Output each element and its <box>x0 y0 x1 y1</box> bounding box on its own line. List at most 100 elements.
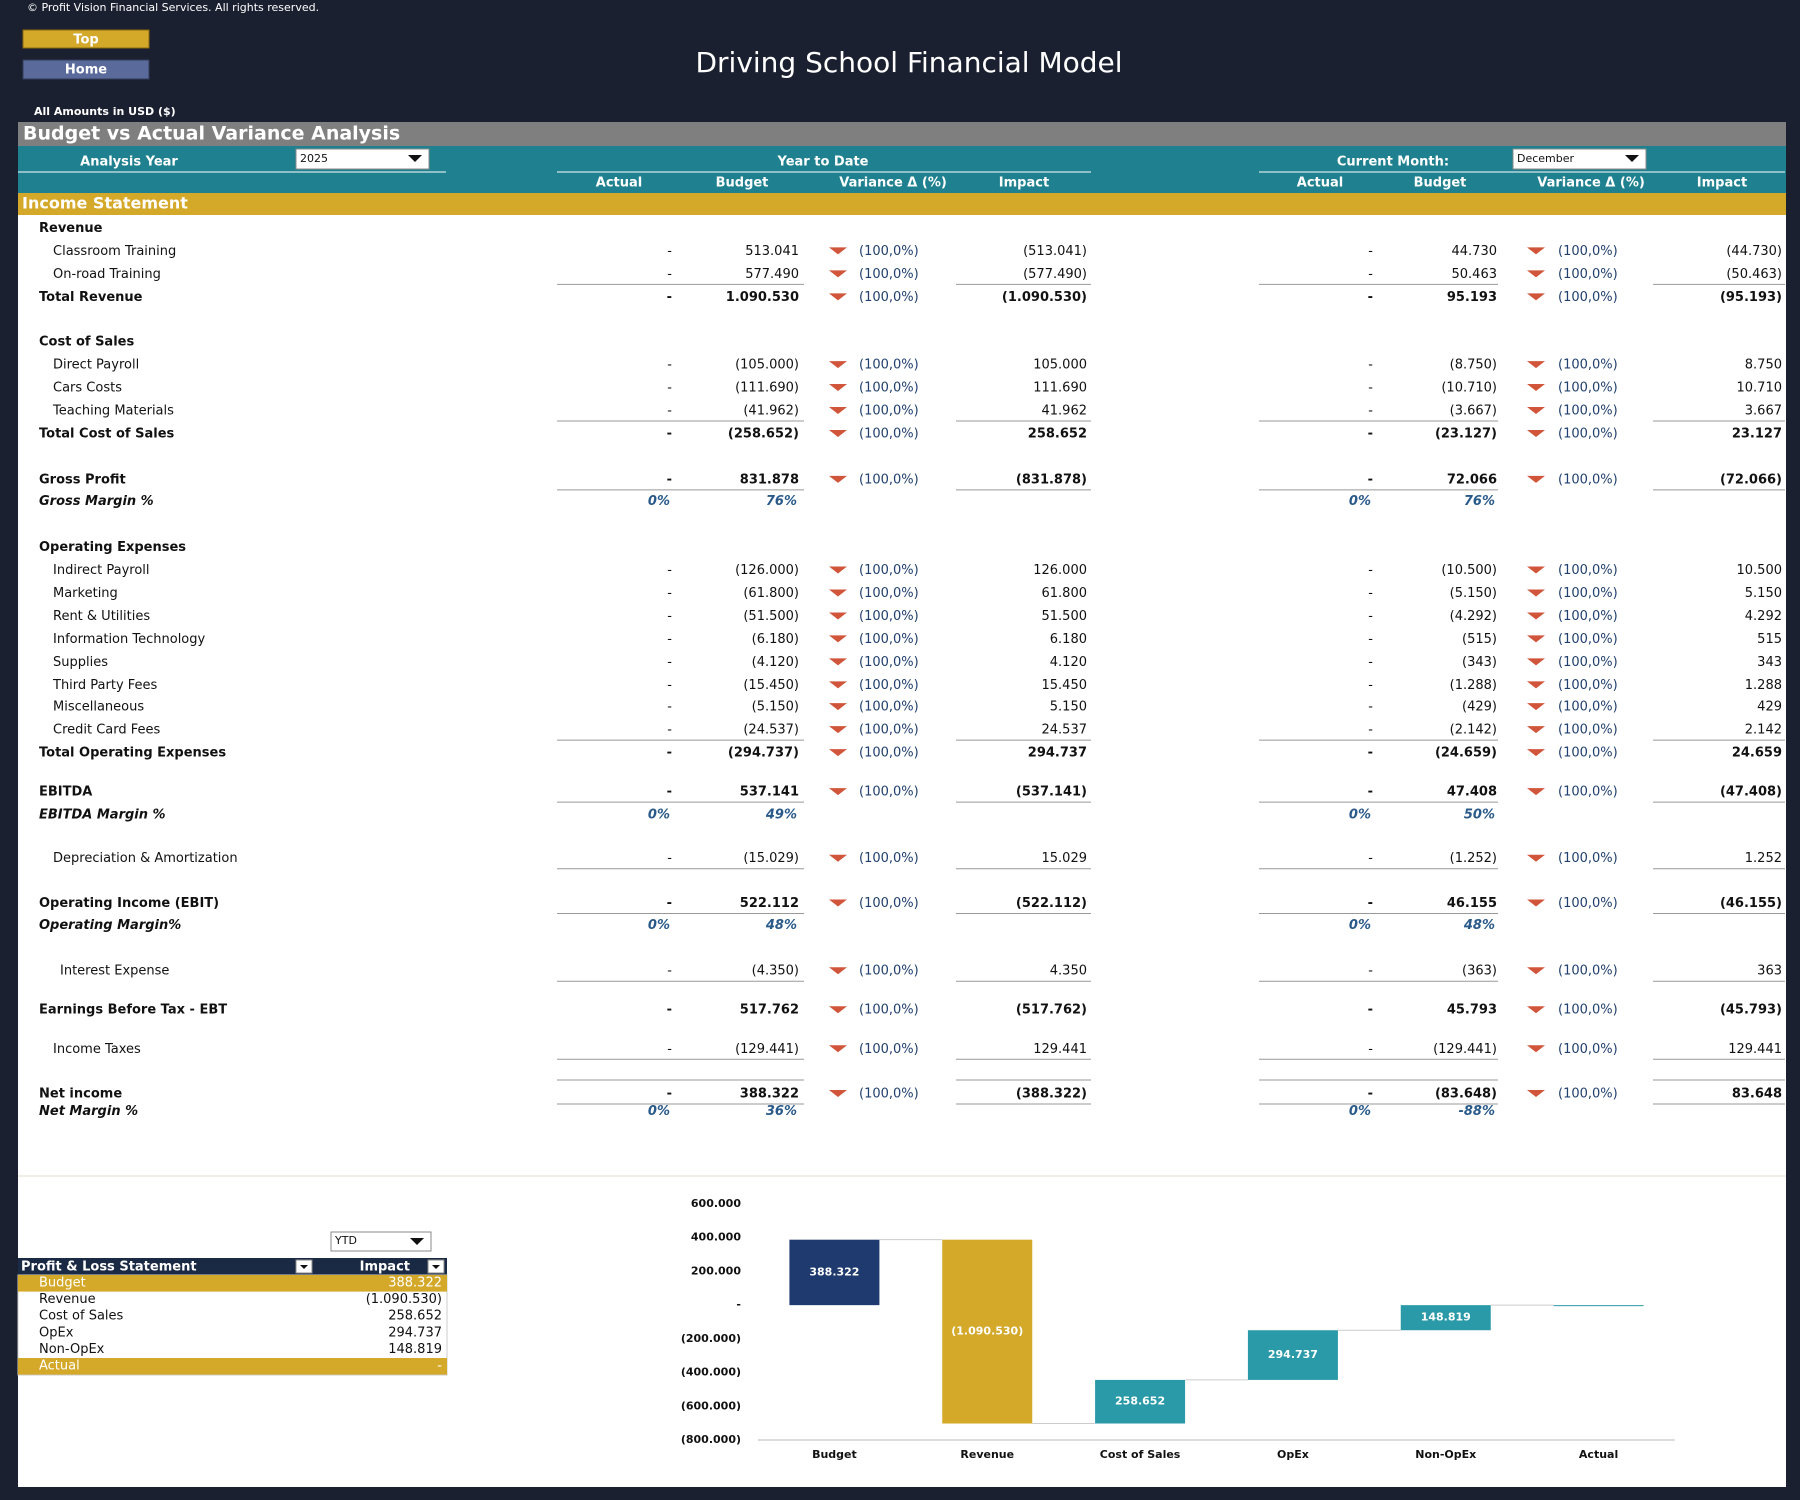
column-header: Budget <box>1414 176 1467 191</box>
period-value[interactable]: YTD <box>334 1234 357 1247</box>
row-label: Interest Expense <box>60 964 169 979</box>
cell-value: 111.690 <box>1033 381 1087 396</box>
cell-value: - <box>667 1003 672 1018</box>
cell-value: 5.150 <box>1050 700 1087 715</box>
cell-value: (83.648) <box>1435 1087 1497 1102</box>
variance-arrow <box>1527 429 1545 437</box>
column-header: Actual <box>1297 176 1343 191</box>
cell-value: (46.155) <box>1720 896 1782 911</box>
cell-value: (2.142) <box>1450 723 1497 738</box>
variance-arrow <box>829 589 847 597</box>
y-tick-label: 600.000 <box>691 1197 741 1210</box>
dropdown-arrow[interactable] <box>408 155 422 162</box>
cell-value: - <box>667 678 672 693</box>
variance-value: (100,0%) <box>1558 244 1618 259</box>
cell-value: 24.537 <box>1042 723 1088 738</box>
variance-arrow <box>829 293 847 301</box>
row-label: Third Party Fees <box>52 678 158 693</box>
value-label: 148.819 <box>1421 1311 1471 1324</box>
variance-arrow <box>829 658 847 666</box>
year-value[interactable]: 2025 <box>300 152 328 165</box>
variance-arrow <box>829 635 847 643</box>
cell-value: (5.150) <box>1450 586 1497 601</box>
cell-value: - <box>667 896 672 911</box>
dropdown-arrow[interactable] <box>410 1238 424 1245</box>
row-label: Revenue <box>39 221 103 236</box>
x-tick-label: Actual <box>1579 1448 1618 1461</box>
top-button[interactable] <box>22 29 150 49</box>
variance-value: (100,0%) <box>859 678 919 693</box>
variance-value: (100,0%) <box>1558 700 1618 715</box>
cell-value: (831.878) <box>1016 472 1087 487</box>
cell-value: - <box>667 586 672 601</box>
cell-value: - <box>667 358 672 373</box>
cell-value: (44.730) <box>1726 244 1782 259</box>
margin-value: 0% <box>1349 808 1371 823</box>
cell-value: - <box>667 381 672 396</box>
margin-value: 0% <box>648 808 670 823</box>
cell-value: - <box>1368 723 1373 738</box>
variance-value: (100,0%) <box>1558 746 1618 761</box>
cell-value: (61.800) <box>743 586 799 601</box>
row-label: Information Technology <box>53 632 206 647</box>
pl-label: Non-OpEx <box>39 1342 105 1357</box>
variance-value: (100,0%) <box>1558 1003 1618 1018</box>
value-label: (1.090.530) <box>951 1325 1023 1338</box>
cell-value: - <box>1368 678 1373 693</box>
row-label: Gross Profit <box>39 472 126 487</box>
variance-arrow <box>829 1090 847 1098</box>
cell-value: - <box>1368 1003 1373 1018</box>
cell-value: (1.288) <box>1450 678 1497 693</box>
cell-value: 51.500 <box>1042 609 1088 624</box>
cell-value: (294.737) <box>728 746 799 761</box>
cell-value: (23.127) <box>1435 426 1497 441</box>
variance-value: (100,0%) <box>1558 678 1618 693</box>
y-tick-label: (400.000) <box>681 1366 741 1379</box>
variance-value: (100,0%) <box>859 609 919 624</box>
pl-header-label: Impact <box>360 1260 410 1275</box>
variance-arrow <box>1527 899 1545 907</box>
top-button-label[interactable]: Top <box>73 33 98 48</box>
bar <box>1553 1305 1644 1307</box>
row-label: Gross Margin % <box>39 494 154 509</box>
variance-arrow <box>1527 1045 1545 1053</box>
cell-value: 4.292 <box>1745 609 1782 624</box>
cell-value: 8.750 <box>1745 358 1782 373</box>
margin-value: 48% <box>1463 918 1495 933</box>
pl-value: 258.652 <box>388 1309 442 1324</box>
cell-value: (50.463) <box>1726 267 1782 282</box>
analysis-year-label: Analysis Year <box>80 155 178 170</box>
row-label: Earnings Before Tax - EBT <box>39 1003 227 1018</box>
amounts-note: All Amounts in USD ($) <box>34 105 176 118</box>
variance-arrow <box>829 361 847 369</box>
margin-value: 36% <box>766 1104 797 1119</box>
month-dropdown[interactable] <box>1512 148 1647 170</box>
section-bar <box>18 122 1786 146</box>
cell-value: (3.667) <box>1450 403 1497 418</box>
home-button-label[interactable]: Home <box>65 63 107 78</box>
row-label: Income Taxes <box>53 1042 141 1057</box>
cell-value: 24.659 <box>1732 746 1782 761</box>
variance-value: (100,0%) <box>1558 426 1618 441</box>
month-value[interactable]: December <box>1517 152 1575 165</box>
variance-arrow <box>829 967 847 975</box>
variance-arrow <box>829 247 847 255</box>
cell-value: 522.112 <box>740 896 799 911</box>
variance-arrow <box>829 406 847 414</box>
variance-value: (100,0%) <box>1558 609 1618 624</box>
dropdown-arrow[interactable] <box>1625 155 1639 162</box>
variance-value: (100,0%) <box>1558 964 1618 979</box>
cell-value: (1.252) <box>1450 851 1497 866</box>
variance-value: (100,0%) <box>1558 586 1618 601</box>
year-dropdown[interactable] <box>295 148 430 170</box>
row-label: On-road Training <box>53 267 161 282</box>
margin-value: 0% <box>1349 494 1371 509</box>
period-dropdown[interactable] <box>330 1231 432 1252</box>
x-tick-label: Revenue <box>960 1448 1014 1461</box>
y-tick-label: 400.000 <box>691 1231 741 1244</box>
variance-value: (100,0%) <box>1558 381 1618 396</box>
cell-value: 46.155 <box>1447 896 1497 911</box>
home-button[interactable] <box>22 59 150 80</box>
cell-value: - <box>667 1087 672 1102</box>
variance-value: (100,0%) <box>1558 655 1618 670</box>
